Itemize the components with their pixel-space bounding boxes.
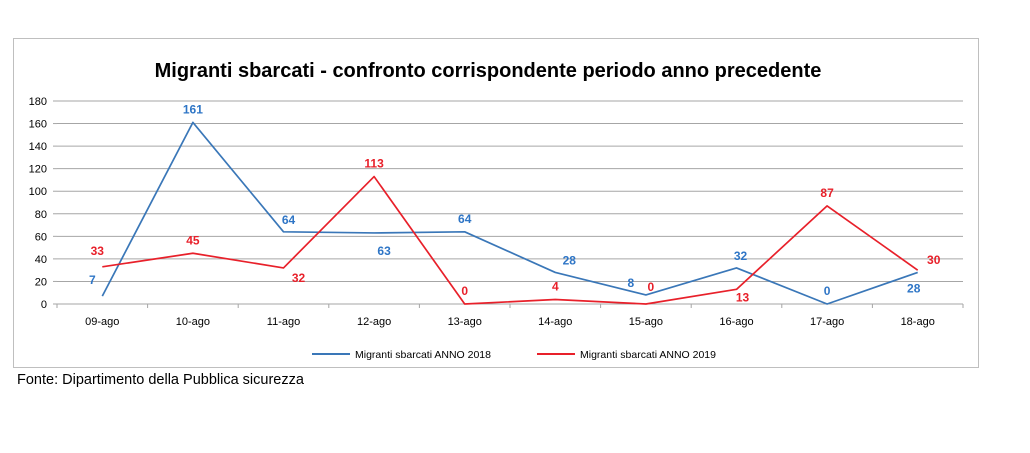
y-tick-label: 160: [29, 119, 47, 131]
data-label: 32: [292, 271, 306, 285]
data-label: 30: [927, 253, 941, 267]
data-label: 64: [282, 213, 296, 227]
legend-label: Migranti sbarcati ANNO 2018: [355, 349, 491, 361]
data-label: 87: [820, 186, 834, 200]
y-tick-label: 140: [29, 141, 47, 153]
data-label: 45: [186, 233, 200, 247]
y-tick-label: 40: [35, 254, 47, 266]
chart-frame: Migranti sbarcati - confronto corrispond…: [13, 38, 979, 368]
data-label: 64: [458, 212, 472, 226]
data-label: 33: [91, 244, 105, 258]
x-tick-label: 17-ago: [810, 316, 844, 328]
data-label: 0: [461, 284, 468, 298]
y-tick-label: 80: [35, 209, 47, 221]
x-tick-label: 14-ago: [538, 316, 572, 328]
data-label: 0: [648, 280, 655, 294]
x-tick-label: 12-ago: [357, 316, 391, 328]
data-label: 0: [824, 284, 831, 298]
y-tick-label: 120: [29, 164, 47, 176]
legend-label: Migranti sbarcati ANNO 2019: [580, 349, 716, 361]
source-note: Fonte: Dipartimento della Pubblica sicur…: [17, 372, 304, 388]
x-tick-label: 10-ago: [176, 316, 210, 328]
x-tick-label: 09-ago: [85, 316, 119, 328]
x-tick-label: 13-ago: [448, 316, 482, 328]
data-label: 161: [183, 102, 203, 116]
series-line-2018: [101, 121, 918, 305]
x-tick-label: 16-ago: [719, 316, 753, 328]
data-label: 113: [364, 157, 384, 171]
data-label: 4: [552, 279, 559, 293]
x-tick-label: 11-ago: [267, 316, 300, 328]
data-label: 28: [563, 253, 577, 267]
data-label: 63: [377, 244, 391, 258]
y-tick-label: 180: [29, 96, 47, 108]
data-label: 7: [89, 273, 96, 287]
y-tick-label: 20: [35, 276, 47, 288]
y-tick-label: 60: [35, 231, 47, 243]
data-label: 28: [907, 281, 921, 295]
y-tick-label: 100: [29, 186, 47, 198]
y-tick-label: 0: [41, 299, 47, 311]
x-tick-label: 18-ago: [901, 316, 935, 328]
data-label: 13: [736, 290, 750, 304]
data-label: 8: [628, 276, 635, 290]
chart: Migranti sbarcati - confronto corrispond…: [29, 60, 964, 361]
data-label: 32: [734, 249, 748, 263]
x-tick-label: 15-ago: [629, 316, 663, 328]
series-line-2019: [102, 175, 919, 305]
chart-title: Migranti sbarcati - confronto corrispond…: [155, 60, 822, 82]
